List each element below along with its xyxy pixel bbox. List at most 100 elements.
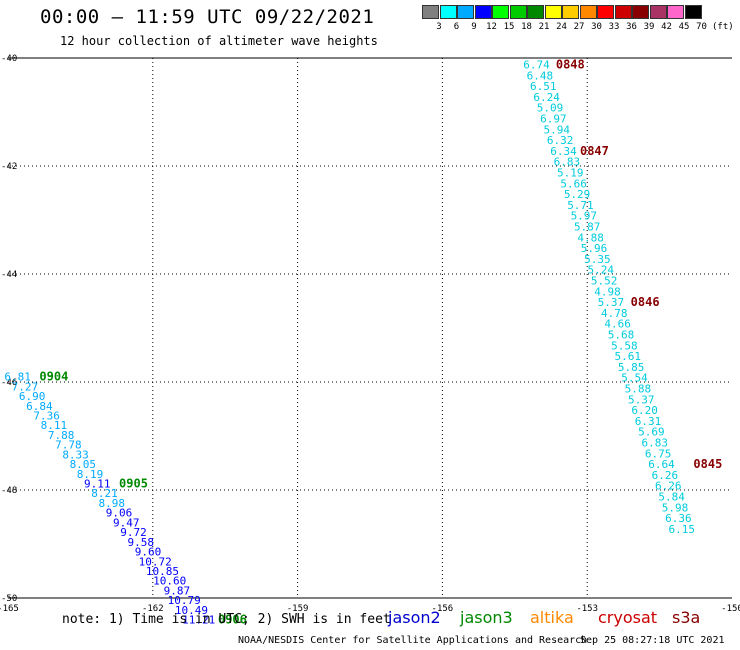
- legend-swatch: [544, 5, 562, 19]
- wave-height-label: 8.21: [91, 487, 118, 500]
- wave-height-label: 5.66: [560, 177, 587, 190]
- wave-height-label: 5.19: [557, 166, 584, 179]
- wave-height-label: 6.83: [642, 436, 669, 449]
- legend-swatch: [439, 5, 457, 19]
- legend-label: 45: [678, 22, 690, 32]
- wave-height-label: 8.05: [70, 458, 97, 471]
- wave-height-label: 5.94: [544, 123, 571, 136]
- legend-swatch: [474, 5, 492, 19]
- wave-height-label: 8.33: [62, 448, 89, 461]
- wave-height-label: 6.75: [645, 447, 672, 460]
- wave-height-label: 5.09: [537, 102, 564, 115]
- wave-height-label: 5.24: [587, 264, 614, 277]
- legend-unit: (ft): [712, 22, 734, 32]
- wave-height-label: 6.20: [631, 404, 658, 417]
- satellite-label-jason3: jason3: [460, 608, 513, 627]
- wave-height-label: 6.32: [547, 134, 574, 147]
- wave-height-label: 6.26: [655, 480, 682, 493]
- legend-label: 3: [436, 22, 442, 32]
- wave-height-label: 5.54: [621, 372, 648, 385]
- wave-height-label: 5.98: [662, 501, 689, 514]
- wave-height-label: 10.60: [153, 575, 186, 588]
- wave-height-label: 5.58: [611, 339, 638, 352]
- chart-subtitle: 12 hour collection of altimeter wave hei…: [60, 34, 378, 48]
- wave-height-label: 8.19: [77, 468, 104, 481]
- wave-height-label: 6.81: [4, 371, 31, 384]
- legend-swatch: [562, 5, 579, 19]
- legend-swatch: [649, 5, 667, 19]
- wave-height-label: 4.66: [604, 318, 631, 331]
- wave-height-label: 7.27: [12, 380, 39, 393]
- legend-swatch: [457, 5, 474, 19]
- y-tick-label: -40: [1, 54, 17, 64]
- wave-height-label: 5.97: [571, 210, 598, 223]
- wave-height-label: 5.71: [567, 199, 594, 212]
- wave-height-label: 11.21: [182, 614, 215, 627]
- wave-height-label: 4.78: [601, 307, 628, 320]
- y-tick-label: -46: [1, 378, 17, 388]
- wave-height-label: 9.87: [164, 584, 191, 597]
- pass-time-label: 0846: [631, 295, 660, 309]
- pass-time-label: 0845: [693, 457, 722, 471]
- wave-height-label: 5.96: [581, 242, 608, 255]
- y-tick-label: -50: [1, 594, 17, 604]
- wave-height-label: 8.98: [99, 497, 126, 510]
- pass-time-label: 0906: [218, 613, 247, 627]
- footer-note: note: 1) Time is in UTC; 2) SWH is in fe…: [62, 612, 391, 627]
- wave-height-label: 4.88: [577, 231, 604, 244]
- wave-height-label: 10.85: [146, 565, 179, 578]
- legend-label: 9: [471, 22, 477, 32]
- wave-height-label: 6.64: [648, 458, 675, 471]
- wave-height-label: 5.69: [638, 426, 665, 439]
- legend-label: 30: [591, 22, 602, 32]
- x-tick-label: -156: [432, 604, 454, 614]
- satellite-label-cryosat: cryosat: [598, 608, 658, 627]
- legend-swatch: [667, 5, 684, 19]
- wave-height-label: 10.72: [139, 555, 172, 568]
- chart-title: 00:00 – 11:59 UTC 09/22/2021: [40, 6, 375, 28]
- legend-label: 33: [608, 22, 620, 32]
- legend-label: 24: [556, 22, 567, 32]
- x-tick-label: -165: [0, 604, 19, 614]
- satellite-label-s3a: s3a: [672, 608, 701, 627]
- y-tick-label: -42: [1, 162, 17, 172]
- wave-height-label: 9.47: [113, 516, 140, 529]
- y-tick-label: -48: [1, 486, 17, 496]
- wave-height-label: 5.85: [618, 361, 645, 374]
- legend-swatch: [509, 5, 527, 19]
- wave-height-label: 9.06: [106, 507, 133, 520]
- satellite-label-altika: altika: [530, 608, 574, 627]
- wave-height-label: 5.68: [608, 328, 635, 341]
- legend-swatch: [597, 5, 614, 19]
- wave-height-label: 10.79: [168, 594, 201, 607]
- wave-height-label: 5.84: [658, 490, 685, 503]
- wave-height-label: 6.90: [19, 390, 46, 403]
- legend-swatch: [579, 5, 597, 19]
- wave-height-label: 6.83: [554, 156, 581, 169]
- wave-height-label: 8.11: [41, 419, 68, 432]
- legend-swatch: [614, 5, 632, 19]
- wave-height-label: 6.34: [550, 145, 577, 158]
- wave-height-label: 5.87: [574, 220, 601, 233]
- wave-height-label: 5.37: [598, 296, 625, 309]
- legend-swatch: [527, 5, 544, 19]
- legend-label: 18: [521, 22, 532, 32]
- legend-label: 70: [696, 22, 707, 32]
- legend-swatch: [684, 5, 702, 19]
- legend-label: 12: [486, 22, 497, 32]
- wave-height-label: 5.61: [614, 350, 641, 363]
- wave-height-label: 9.58: [127, 536, 154, 549]
- x-tick-label: -153: [576, 604, 598, 614]
- wave-height-label: 5.88: [625, 382, 652, 395]
- wave-height-label: 10.49: [175, 604, 208, 617]
- wave-height-label: 9.60: [135, 546, 162, 559]
- wave-height-label: 6.31: [635, 415, 662, 428]
- wave-height-label: 6.24: [533, 91, 560, 104]
- legend-swatch: [422, 5, 439, 19]
- wave-height-label: 9.11: [84, 478, 111, 491]
- wave-height-label: 6.51: [530, 80, 557, 93]
- wave-height-label: 5.52: [591, 274, 618, 287]
- legend-label: 6: [453, 22, 460, 32]
- legend-label: 21: [538, 22, 550, 32]
